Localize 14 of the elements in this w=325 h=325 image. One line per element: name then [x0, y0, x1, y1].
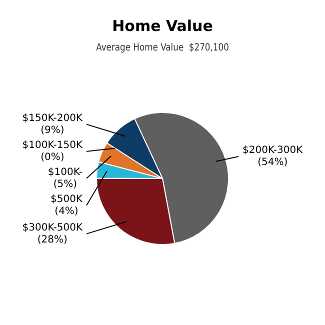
slice-label: $100K-: [48, 166, 83, 178]
data-label: (54%): [258, 157, 288, 168]
slice-label: $500K: [50, 194, 83, 205]
slice-label: $150K-200K: [22, 112, 83, 124]
slice-label: $300K-500K: [22, 222, 83, 234]
slice-label: $200K-300K: [242, 145, 304, 156]
chart-title: Home Value: [112, 16, 213, 35]
data-label: (4%): [54, 206, 78, 217]
legend-label: $100K-150K: [22, 140, 83, 151]
data-label: (9%): [40, 124, 64, 136]
data-label: (28%): [37, 234, 68, 246]
text: (0%): [40, 152, 64, 163]
data-label: (5%): [53, 178, 78, 190]
chart-subtitle: Average Home Value $270,100: [96, 42, 230, 54]
